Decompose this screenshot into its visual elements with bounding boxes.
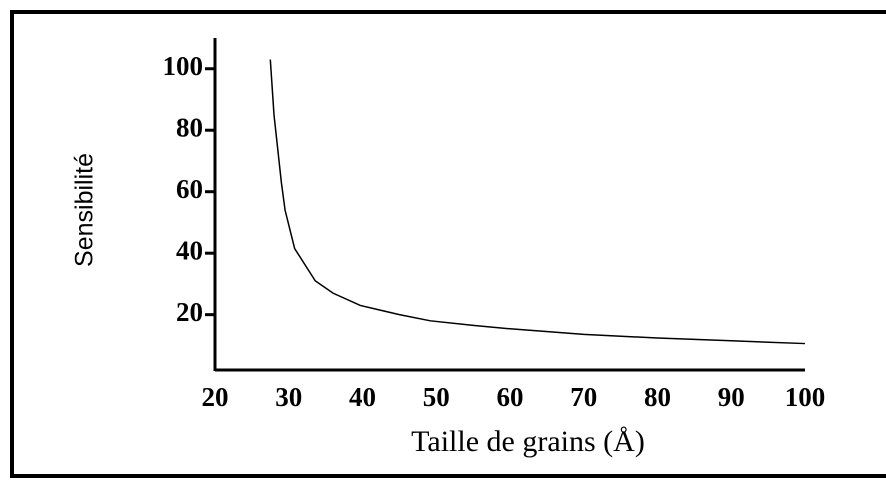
y-tick-label: 20 — [176, 297, 203, 327]
frame — [10, 10, 886, 478]
y-tick-label: 60 — [176, 174, 203, 204]
x-tick-label: 40 — [349, 382, 376, 412]
x-tick-label: 80 — [644, 382, 671, 412]
x-tick-label: 60 — [497, 382, 524, 412]
x-tick-label: 30 — [275, 382, 302, 412]
x-tick-label: 100 — [785, 382, 826, 412]
x-tick-label: 20 — [202, 382, 229, 412]
x-tick-label: 90 — [718, 382, 745, 412]
data-line — [269, 59, 806, 345]
x-tick-label: 50 — [423, 382, 450, 412]
y-tick-label: 100 — [163, 51, 204, 81]
y-tick-label: 80 — [176, 112, 203, 142]
y-axis-label: Sensibilité — [71, 153, 99, 267]
y-tick-label: 40 — [176, 235, 203, 265]
x-axis-label: Taille de grains (Å) — [411, 425, 645, 458]
x-tick-label: 70 — [570, 382, 597, 412]
